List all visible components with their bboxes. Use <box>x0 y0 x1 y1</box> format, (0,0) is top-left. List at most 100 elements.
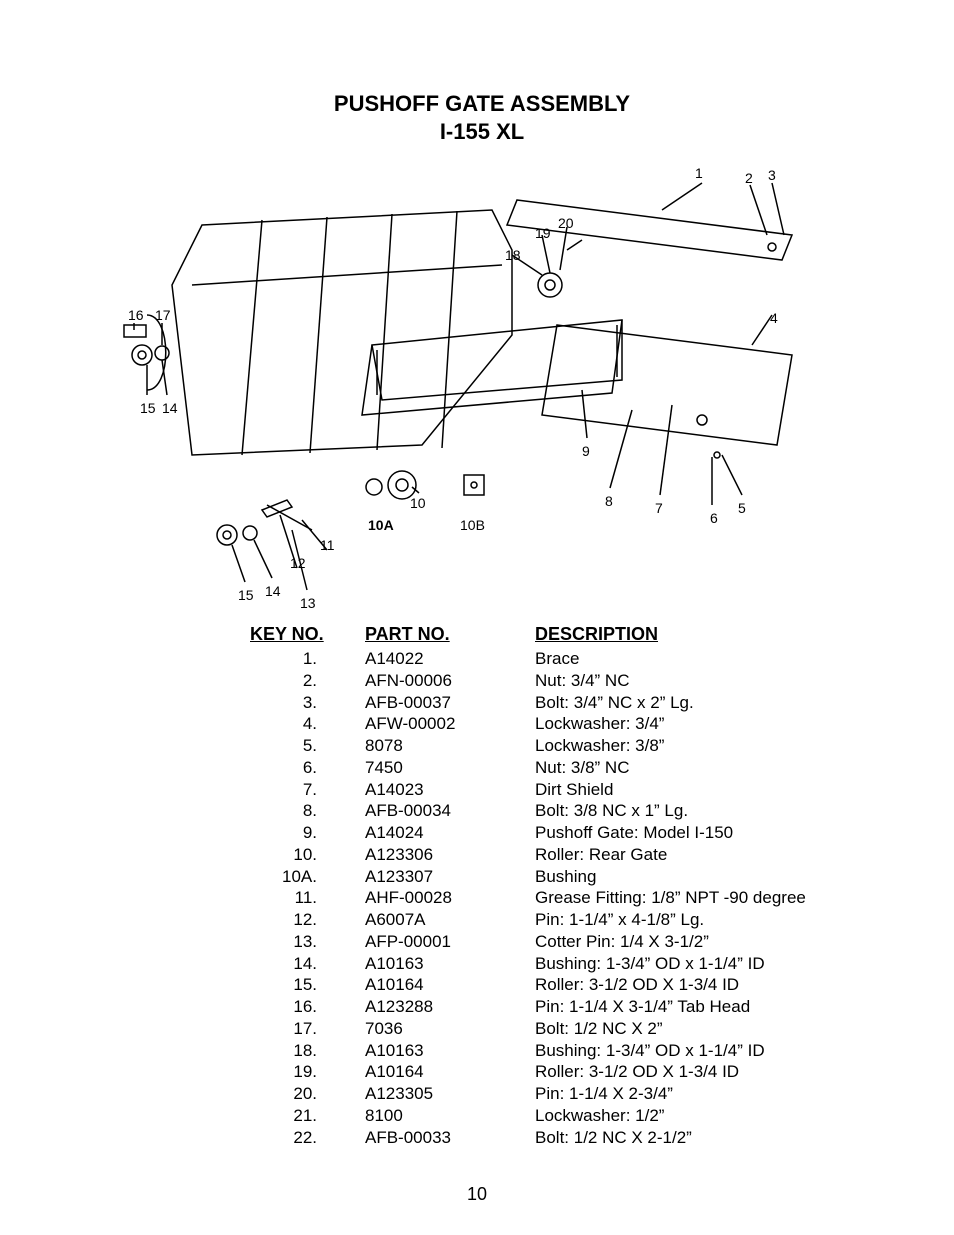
cell-key: 11. <box>250 887 365 909</box>
exploded-diagram: 1234567891010A10B11121314151415161718192… <box>110 155 854 605</box>
table-row: 9.A14024Pushoff Gate: Model I-150 <box>250 822 854 844</box>
cell-key: 8. <box>250 800 365 822</box>
cell-key: 15. <box>250 974 365 996</box>
cell-key: 10A. <box>250 866 365 888</box>
cell-key: 13. <box>250 931 365 953</box>
cell-key: 10. <box>250 844 365 866</box>
diagram-callout: 20 <box>558 215 574 231</box>
cell-part: AFW-00002 <box>365 713 535 735</box>
cell-key: 5. <box>250 735 365 757</box>
table-row: 3.AFB-00037Bolt: 3/4” NC x 2” Lg. <box>250 692 854 714</box>
cell-key: 1. <box>250 648 365 670</box>
diagram-callout: 1 <box>695 165 703 181</box>
table-row: 22.AFB-00033Bolt: 1/2 NC X 2-1/2” <box>250 1127 854 1149</box>
cell-desc: Bushing <box>535 866 854 888</box>
diagram-callout: 3 <box>768 167 776 183</box>
table-row: 7.A14023Dirt Shield <box>250 779 854 801</box>
diagram-callout: 5 <box>738 500 746 516</box>
cell-desc: Brace <box>535 648 854 670</box>
table-row: 5.8078Lockwasher: 3/8” <box>250 735 854 757</box>
cell-desc: Pin: 1-1/4” x 4-1/8” Lg. <box>535 909 854 931</box>
table-row: 21.8100Lockwasher: 1/2” <box>250 1105 854 1127</box>
cell-desc: Grease Fitting: 1/8” NPT -90 degree <box>535 887 854 909</box>
cell-part: A14022 <box>365 648 535 670</box>
table-row: 6. 7450Nut: 3/8” NC <box>250 757 854 779</box>
table-row: 18.A10163Bushing: 1-3/4” OD x 1-1/4” ID <box>250 1040 854 1062</box>
cell-desc: Bolt: 3/4” NC x 2” Lg. <box>535 692 854 714</box>
header-key: KEY NO. <box>250 623 365 646</box>
cell-key: 9. <box>250 822 365 844</box>
table-row: 16.A123288Pin: 1-1/4 X 3-1/4” Tab Head <box>250 996 854 1018</box>
diagram-callout: 8 <box>605 493 613 509</box>
table-row: 4.AFW-00002Lockwasher: 3/4” <box>250 713 854 735</box>
cell-desc: Nut: 3/8” NC <box>535 757 854 779</box>
cell-part: AHF-00028 <box>365 887 535 909</box>
page: PUSHOFF GATE ASSEMBLY I-155 XL <box>0 0 954 1235</box>
cell-key: 17. <box>250 1018 365 1040</box>
cell-desc: Roller: Rear Gate <box>535 844 854 866</box>
diagram-callout: 9 <box>582 443 590 459</box>
table-row: 19.A10164Roller: 3-1/2 OD X 1-3/4 ID <box>250 1061 854 1083</box>
diagram-callout: 19 <box>535 225 551 241</box>
diagram-callout: 15 <box>140 400 156 416</box>
title-line-2: I-155 XL <box>110 118 854 146</box>
cell-part: A10163 <box>365 1040 535 1062</box>
diagram-callout: 14 <box>265 583 281 599</box>
cell-part: A123306 <box>365 844 535 866</box>
cell-part: A6007A <box>365 909 535 931</box>
diagram-callout: 18 <box>505 247 521 263</box>
cell-part: AFB-00037 <box>365 692 535 714</box>
diagram-callout: 6 <box>710 510 718 526</box>
table-row: 11.AHF-00028Grease Fitting: 1/8” NPT -90… <box>250 887 854 909</box>
parts-table-header: KEY NO. PART NO. DESCRIPTION <box>250 623 854 646</box>
title-block: PUSHOFF GATE ASSEMBLY I-155 XL <box>110 90 854 145</box>
cell-desc: Roller: 3-1/2 OD X 1-3/4 ID <box>535 974 854 996</box>
cell-part: A123288 <box>365 996 535 1018</box>
cell-part: AFP-00001 <box>365 931 535 953</box>
cell-part: A123305 <box>365 1083 535 1105</box>
cell-key: 14. <box>250 953 365 975</box>
cell-part: AFN-00006 <box>365 670 535 692</box>
cell-key: 22. <box>250 1127 365 1149</box>
cell-desc: Lockwasher: 1/2” <box>535 1105 854 1127</box>
diagram-callout: 12 <box>290 555 306 571</box>
cell-key: 19. <box>250 1061 365 1083</box>
page-number: 10 <box>0 1184 954 1205</box>
table-row: 17.7036Bolt: 1/2 NC X 2” <box>250 1018 854 1040</box>
diagram-callout: 4 <box>770 310 778 326</box>
diagram-callout: 15 <box>238 587 254 603</box>
cell-part: AFB-00033 <box>365 1127 535 1149</box>
cell-desc: Bolt: 1/2 NC X 2” <box>535 1018 854 1040</box>
diagram-svg <box>110 155 854 605</box>
diagram-callout: 11 <box>320 537 335 553</box>
cell-part: AFB-00034 <box>365 800 535 822</box>
cell-desc: Bolt: 3/8 NC x 1” Lg. <box>535 800 854 822</box>
header-desc: DESCRIPTION <box>535 623 854 646</box>
table-row: 10.A123306Roller: Rear Gate <box>250 844 854 866</box>
cell-desc: Pin: 1-1/4 X 3-1/4” Tab Head <box>535 996 854 1018</box>
parts-table-body: 1.A14022Brace2.AFN-00006Nut: 3/4” NC3.AF… <box>250 648 854 1148</box>
table-row: 13.AFP-00001Cotter Pin: 1/4 X 3-1/2” <box>250 931 854 953</box>
diagram-callout: 14 <box>162 400 178 416</box>
table-row: 2.AFN-00006Nut: 3/4” NC <box>250 670 854 692</box>
diagram-callout: 13 <box>300 595 316 611</box>
cell-desc: Nut: 3/4” NC <box>535 670 854 692</box>
diagram-callout: 10A <box>368 517 394 533</box>
cell-part: 7036 <box>365 1018 535 1040</box>
diagram-callout: 10B <box>460 517 485 533</box>
cell-part: A10164 <box>365 1061 535 1083</box>
table-row: 10A.A123307Bushing <box>250 866 854 888</box>
cell-desc: Bushing: 1-3/4” OD x 1-1/4” ID <box>535 1040 854 1062</box>
cell-part: A14023 <box>365 779 535 801</box>
cell-part: 8078 <box>365 735 535 757</box>
diagram-callout: 10 <box>410 495 426 511</box>
cell-key: 18. <box>250 1040 365 1062</box>
title-line-1: PUSHOFF GATE ASSEMBLY <box>110 90 854 118</box>
cell-desc: Pin: 1-1/4 X 2-3/4” <box>535 1083 854 1105</box>
cell-key: 7. <box>250 779 365 801</box>
table-row: 8.AFB-00034Bolt: 3/8 NC x 1” Lg. <box>250 800 854 822</box>
header-part: PART NO. <box>365 623 535 646</box>
cell-part: 8100 <box>365 1105 535 1127</box>
parts-table: KEY NO. PART NO. DESCRIPTION 1.A14022Bra… <box>250 623 854 1148</box>
diagram-callout: 2 <box>745 170 753 186</box>
